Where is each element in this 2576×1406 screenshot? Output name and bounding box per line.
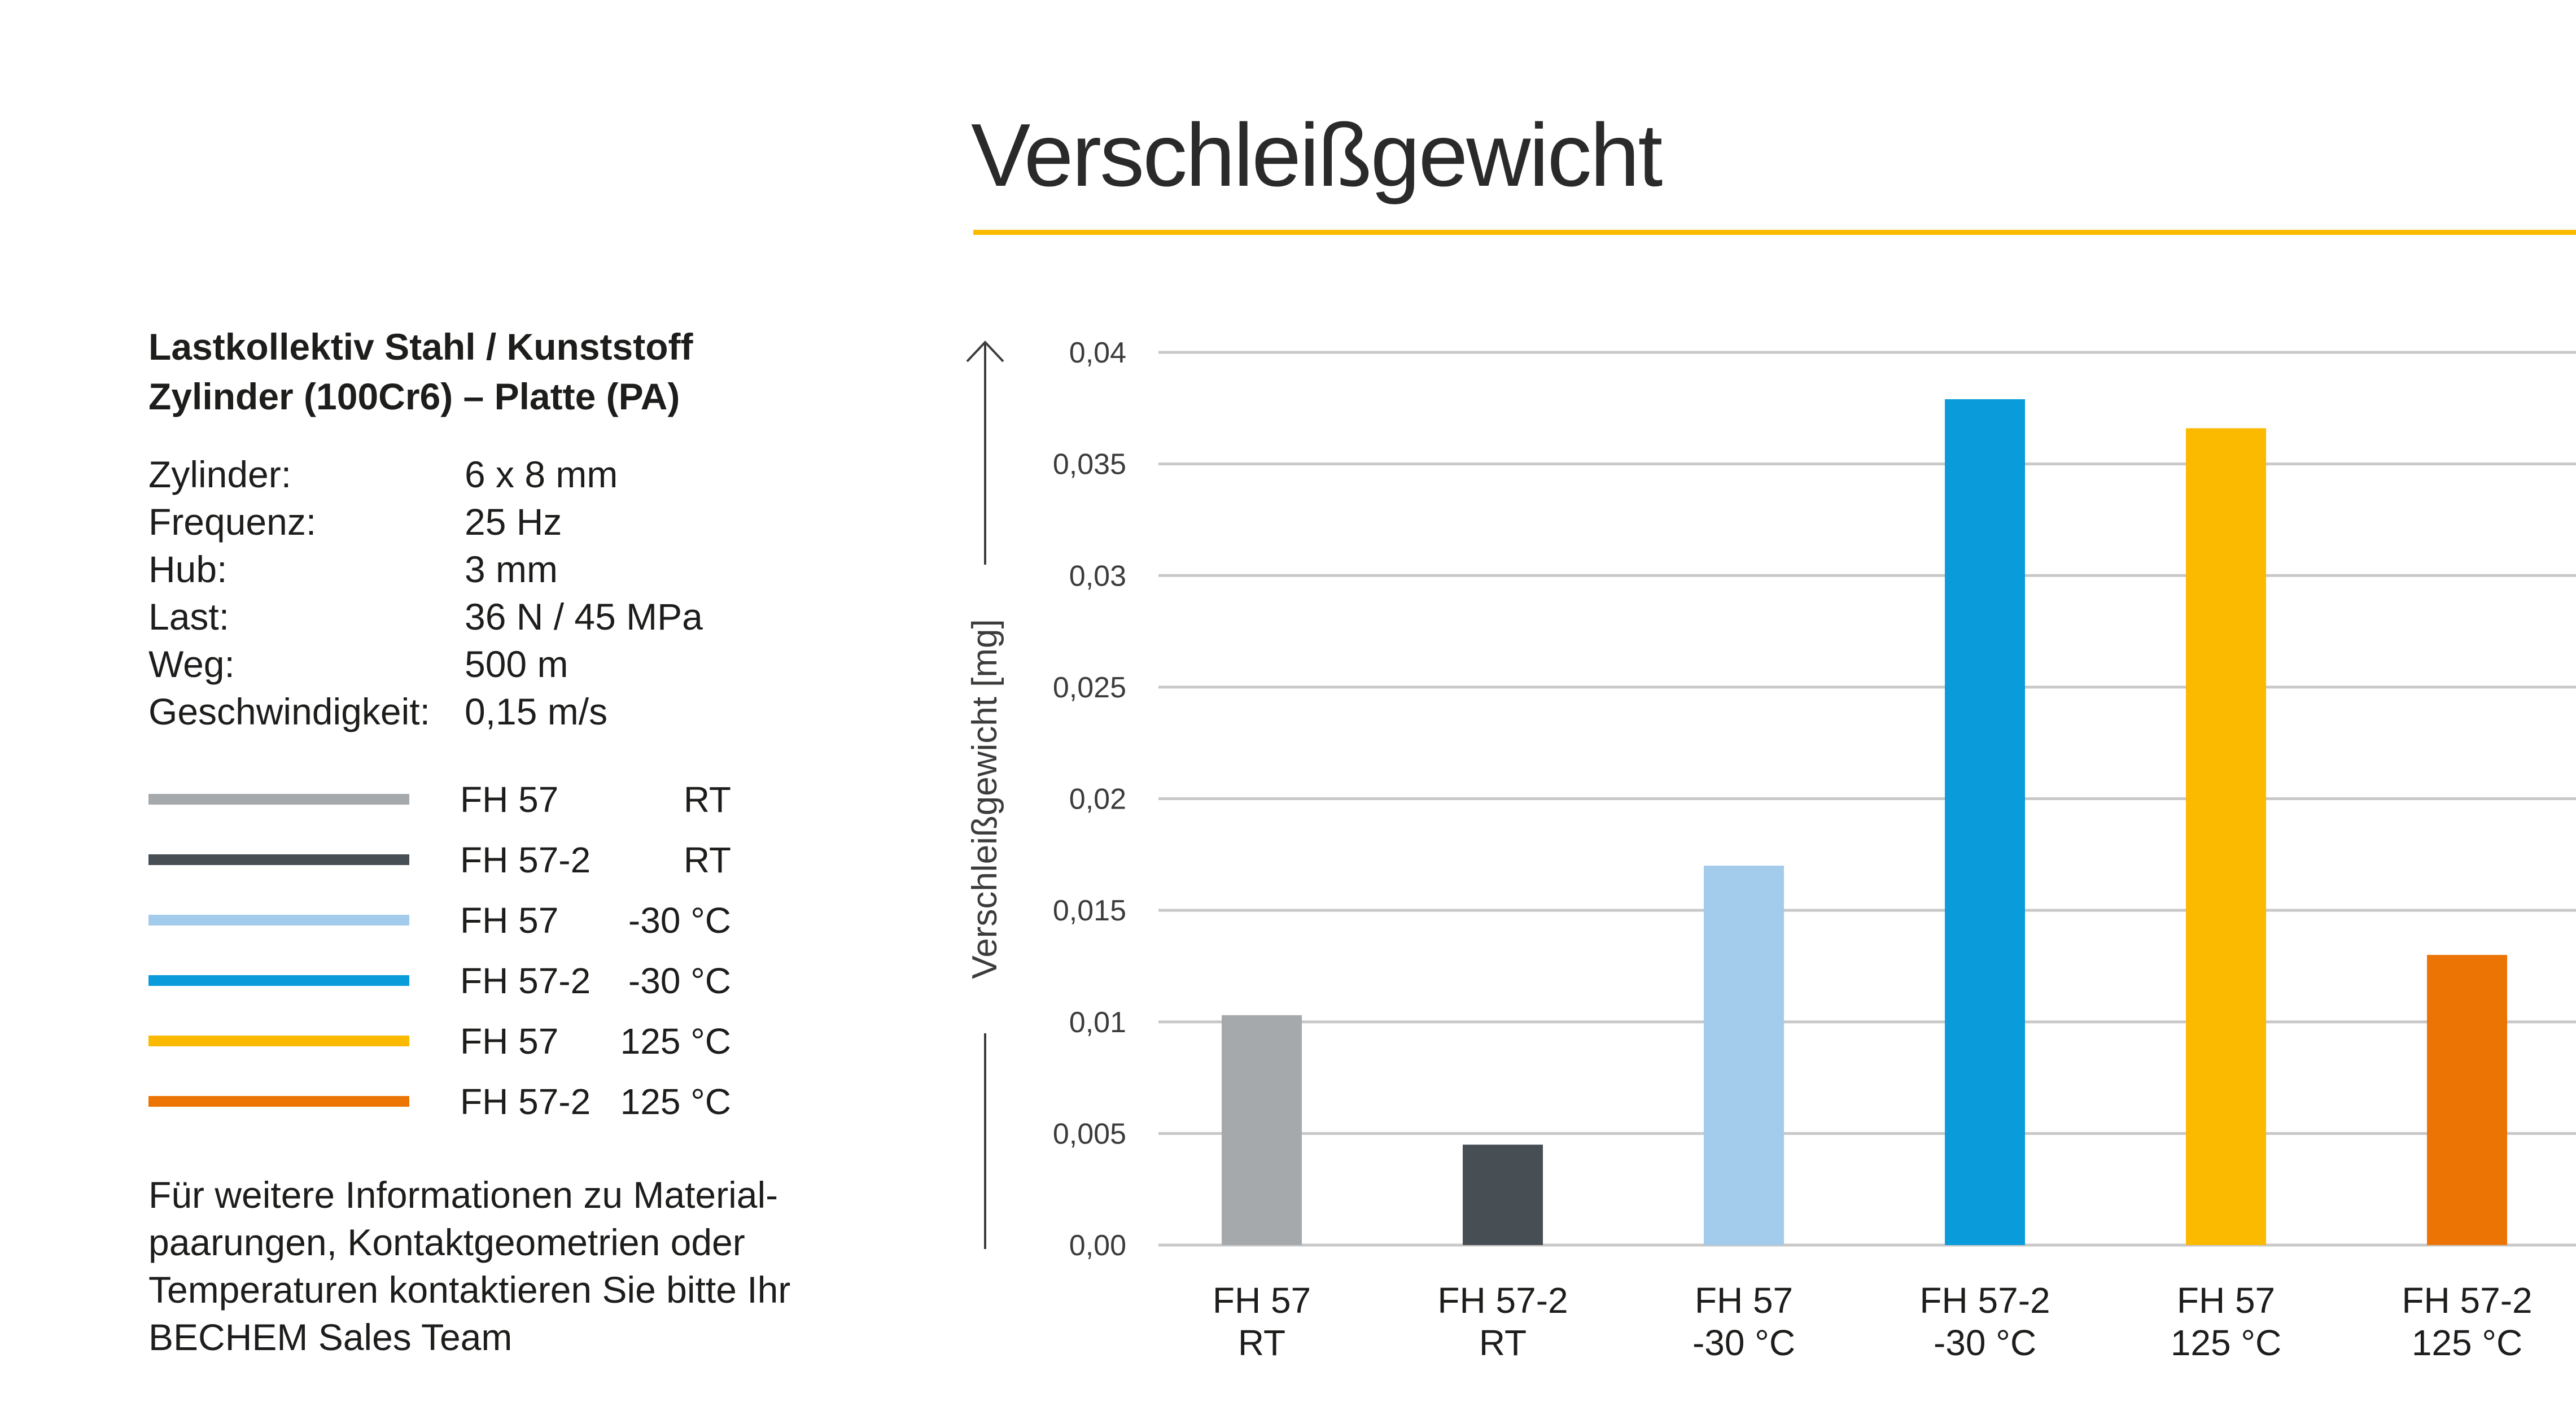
param-value: 36 N / 45 MPa <box>465 596 703 637</box>
param-label: Frequenz: <box>148 501 317 543</box>
param-label: Zylinder: <box>148 453 292 495</box>
y-tick-label: 0,015 <box>1053 894 1126 927</box>
y-tick-label: 0,02 <box>1069 783 1126 816</box>
bar <box>1222 1015 1302 1245</box>
param-value: 6 x 8 mm <box>465 453 618 495</box>
param-label: Geschwindigkeit: <box>148 691 430 732</box>
legend-condition: -30 °C <box>628 960 731 1001</box>
legend-name: FH 57-2 <box>460 960 591 1001</box>
param-row: Geschwindigkeit: 0,15 m/s <box>148 688 882 735</box>
x-tick-label: -30 °C <box>1692 1322 1795 1363</box>
x-tick-label: FH 57 <box>2177 1280 2275 1321</box>
legend-item: FH 57 125 °C <box>148 1011 882 1071</box>
legend-swatch <box>148 1096 409 1107</box>
legend-name: FH 57-2 <box>460 839 591 880</box>
x-tick-label: FH 57-2 <box>1437 1280 1568 1321</box>
legend-name: FH 57 <box>460 779 559 820</box>
x-tick-label: FH 57 <box>1213 1280 1311 1321</box>
y-tick-label: 0,035 <box>1053 448 1126 481</box>
legend-swatch <box>148 915 409 925</box>
arrow-up-icon <box>966 340 1004 363</box>
legend-item: FH 57 RT <box>148 769 882 829</box>
bar <box>2186 428 2266 1245</box>
param-value: 0,15 m/s <box>465 691 608 732</box>
y-tick-label: 0,025 <box>1053 671 1126 704</box>
x-tick-label: RT <box>1479 1322 1527 1363</box>
info-panel: Lastkollektiv Stahl / Kunststoff Zylinde… <box>148 322 882 1361</box>
legend-swatch <box>148 975 409 986</box>
param-value: 3 mm <box>465 548 558 590</box>
legend-condition: 125 °C <box>620 1020 731 1062</box>
param-row: Zylinder: 6 x 8 mm <box>148 451 882 498</box>
param-row: Hub: 3 mm <box>148 545 882 593</box>
panel-heading: Lastkollektiv Stahl / Kunststoff Zylinde… <box>148 322 882 421</box>
param-label: Hub: <box>148 548 228 590</box>
legend-name: FH 57-2 <box>460 1081 591 1122</box>
x-tick-label: 125 °C <box>2412 1322 2522 1363</box>
legend-name: FH 57 <box>460 900 559 941</box>
heading-line-2: Zylinder (100Cr6) – Platte (PA) <box>148 375 680 417</box>
x-tick-label: FH 57-2 <box>2402 1280 2532 1321</box>
x-tick-label: FH 57 <box>1695 1280 1793 1321</box>
legend-item: FH 57-2 -30 °C <box>148 950 882 1011</box>
bar <box>1463 1145 1543 1245</box>
legend-name: FH 57 <box>460 1020 559 1062</box>
legend-condition: 125 °C <box>620 1081 731 1122</box>
bar <box>1704 866 1784 1245</box>
legend-item: FH 57 -30 °C <box>148 890 882 950</box>
x-tick-label: FH 57-2 <box>1919 1280 2050 1321</box>
bar <box>1945 399 2025 1246</box>
y-tick-label: 0,04 <box>1069 337 1126 369</box>
heading-line-1: Lastkollektiv Stahl / Kunststoff <box>148 326 693 368</box>
legend-condition: -30 °C <box>628 900 731 941</box>
x-tick-label: -30 °C <box>1934 1322 2036 1363</box>
legend: FH 57 RT FH 57-2 RT FH 57 -30 °C FH 57-2… <box>148 769 882 1132</box>
x-tick-label: 125 °C <box>2171 1322 2281 1363</box>
chart-title: Verschleißgewicht <box>971 106 1663 205</box>
bar <box>2427 955 2507 1245</box>
param-row: Weg: 500 m <box>148 640 882 688</box>
legend-swatch <box>148 854 409 865</box>
param-value: 500 m <box>465 643 568 685</box>
param-value: 25 Hz <box>465 501 562 543</box>
legend-swatch <box>148 1036 409 1046</box>
x-tick-label: RT <box>1238 1322 1285 1363</box>
y-tick-label: 0,00 <box>1069 1229 1126 1262</box>
y-axis-label: Verschleißgewicht [mg] <box>965 619 1004 979</box>
y-tick-label: 0,01 <box>1069 1006 1126 1039</box>
legend-condition: RT <box>683 839 731 880</box>
y-tick-label: 0,005 <box>1053 1117 1126 1150</box>
param-label: Last: <box>148 596 230 637</box>
legend-item: FH 57-2 125 °C <box>148 1071 882 1132</box>
legend-condition: RT <box>683 779 731 820</box>
legend-item: FH 57-2 RT <box>148 829 882 890</box>
param-label: Weg: <box>148 643 235 685</box>
contact-note: Für weitere Informationen zu Material-pa… <box>148 1174 791 1358</box>
param-row: Frequenz: 25 Hz <box>148 498 882 545</box>
title-underline <box>973 230 2576 235</box>
param-row: Last: 36 N / 45 MPa <box>148 593 882 640</box>
y-tick-label: 0,03 <box>1069 560 1126 592</box>
legend-swatch <box>148 794 409 805</box>
test-parameters: Zylinder: 6 x 8 mm Frequenz: 25 Hz Hub: … <box>148 451 882 735</box>
